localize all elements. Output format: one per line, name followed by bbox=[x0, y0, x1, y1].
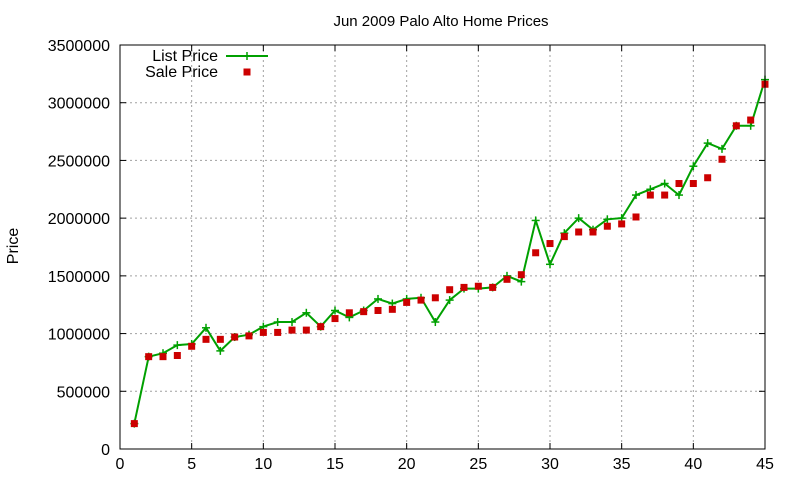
x-tick-label: 25 bbox=[469, 456, 487, 473]
sale-price-point bbox=[259, 328, 267, 336]
y-tick-label: 0 bbox=[101, 442, 110, 459]
legend-label-sale-price: Sale Price bbox=[145, 64, 218, 81]
plot-frame bbox=[119, 44, 766, 450]
y-tick-label: 2500000 bbox=[48, 153, 110, 170]
grid bbox=[120, 45, 765, 449]
x-tick-label: 35 bbox=[613, 456, 631, 473]
list-price-point bbox=[445, 296, 454, 305]
sale-price-point bbox=[417, 296, 425, 304]
sale-price-point bbox=[173, 352, 181, 360]
sale-price-point bbox=[202, 335, 210, 343]
sale-price-point bbox=[388, 305, 396, 313]
sale-price-point bbox=[661, 191, 669, 199]
sale-price-point bbox=[632, 213, 640, 221]
list-price-point bbox=[703, 139, 712, 148]
sale-price-point bbox=[145, 353, 153, 361]
sale-price-point bbox=[302, 326, 310, 334]
sale-price-point bbox=[532, 249, 540, 257]
axis-ticks: 0 5 10 15 20 25 30 35 40 45 0 500000 1000000 1500000 2… bbox=[48, 38, 774, 473]
y-tick-label: 1500000 bbox=[48, 269, 110, 286]
list-price-line bbox=[133, 79, 766, 424]
x-tick-label: 0 bbox=[116, 456, 125, 473]
list-price-point bbox=[574, 214, 583, 223]
sale-price-point bbox=[732, 122, 740, 130]
list-price-point bbox=[603, 215, 612, 224]
sale-price-point bbox=[446, 286, 454, 294]
sale-price-point bbox=[646, 191, 654, 199]
sale-price-point bbox=[345, 309, 353, 317]
legend-swatches bbox=[226, 52, 268, 76]
x-tick-label: 10 bbox=[254, 456, 272, 473]
sale-price-point bbox=[317, 323, 325, 331]
sale-price-point bbox=[460, 283, 468, 291]
sale-price-point bbox=[560, 233, 568, 241]
y-axis-label: Price bbox=[5, 228, 22, 265]
y-tick-label: 3500000 bbox=[48, 38, 110, 55]
legend-swatch-list-price-marker bbox=[243, 52, 251, 60]
chart-title: Jun 2009 Palo Alto Home Prices bbox=[333, 13, 548, 30]
list-price-point bbox=[331, 306, 339, 315]
series-layer bbox=[130, 75, 769, 428]
y-tick-label: 2000000 bbox=[48, 211, 110, 228]
y-tick-label: 3000000 bbox=[48, 96, 110, 113]
legend-label-list-price: List Price bbox=[152, 48, 218, 65]
list-price-point bbox=[689, 162, 698, 171]
sale-price-point bbox=[675, 180, 683, 188]
list-price-point bbox=[431, 318, 440, 327]
sale-price-point bbox=[403, 298, 411, 306]
list-price-point bbox=[531, 216, 540, 225]
sale-price-point bbox=[689, 180, 697, 188]
x-tick-label: 40 bbox=[684, 456, 702, 473]
list-price-point bbox=[546, 260, 554, 269]
sale-price-point bbox=[130, 420, 138, 428]
sale-price-point bbox=[231, 333, 239, 341]
list-price-point bbox=[660, 179, 669, 188]
sale-price-point bbox=[374, 306, 382, 314]
list-price-point bbox=[302, 308, 311, 317]
x-tick-label: 45 bbox=[756, 456, 774, 473]
list-price-point bbox=[675, 191, 683, 200]
sale-price-point bbox=[245, 332, 253, 340]
list-price-point bbox=[288, 318, 296, 327]
list-price-point bbox=[632, 191, 640, 200]
sale-price-point bbox=[603, 222, 611, 230]
list-price-point bbox=[173, 341, 182, 350]
y-tick-label: 500000 bbox=[57, 384, 110, 401]
x-tick-label: 5 bbox=[187, 456, 196, 473]
sale-price-point bbox=[589, 228, 597, 236]
sale-price-point bbox=[575, 228, 583, 236]
list-price-point bbox=[517, 277, 526, 286]
legend: List Price Sale Price bbox=[145, 48, 268, 81]
list-price-point bbox=[374, 294, 382, 303]
x-tick-label: 30 bbox=[541, 456, 559, 473]
sale-price-point bbox=[618, 220, 626, 228]
sale-price-point bbox=[274, 328, 282, 336]
list-price-point bbox=[216, 346, 225, 355]
sale-price-point bbox=[747, 116, 755, 124]
sale-price-point bbox=[718, 155, 726, 163]
y-tick-label: 1000000 bbox=[48, 327, 110, 344]
list-price-point bbox=[718, 144, 726, 153]
list-price-point bbox=[273, 318, 282, 327]
sale-price-point bbox=[159, 353, 167, 361]
sale-price-point bbox=[704, 174, 712, 182]
x-tick-label: 20 bbox=[398, 456, 416, 473]
sale-price-point bbox=[431, 294, 439, 302]
x-tick-label: 15 bbox=[326, 456, 344, 473]
sale-price-point bbox=[331, 315, 339, 323]
list-price-point bbox=[202, 323, 210, 332]
sale-price-point bbox=[216, 335, 224, 343]
sale-price-point bbox=[288, 326, 296, 334]
sale-price-point bbox=[503, 275, 511, 283]
sale-price-point bbox=[546, 240, 554, 248]
sale-price-point bbox=[360, 308, 368, 316]
sale-price-point bbox=[489, 283, 497, 291]
sale-price-point bbox=[517, 271, 525, 279]
sale-price-point bbox=[188, 342, 196, 350]
sale-price-point bbox=[474, 282, 482, 290]
legend-swatch-sale-price-marker bbox=[243, 68, 251, 76]
